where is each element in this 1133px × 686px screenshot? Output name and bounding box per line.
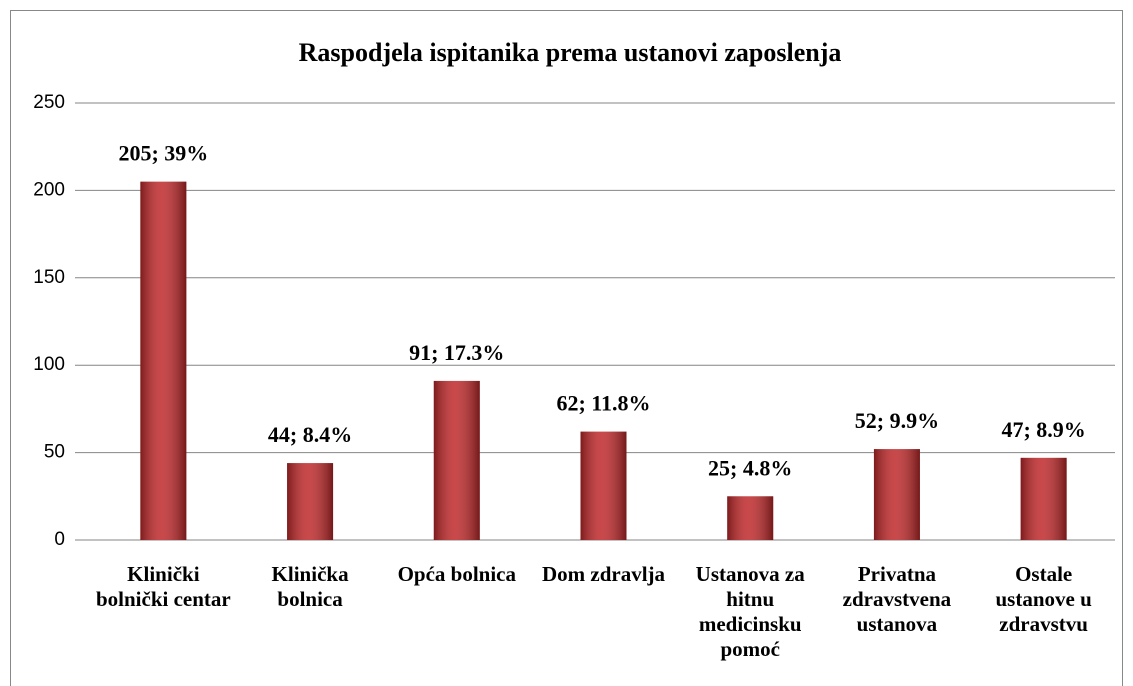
- data-label: 47; 8.9%: [1001, 417, 1085, 442]
- bar: [1020, 457, 1067, 540]
- y-tick-label: 100: [33, 354, 65, 375]
- x-tick-label: Dom zdravlja: [542, 562, 666, 586]
- bar: [580, 431, 627, 540]
- x-tick-label: Ustanova za hitnu medicinsku pomoć: [696, 562, 806, 661]
- bar: [727, 496, 774, 540]
- y-tick-label: 50: [44, 442, 65, 463]
- data-label: 52; 9.9%: [855, 408, 939, 433]
- x-tick-label: Privatna zdravstvena ustanova: [843, 562, 952, 636]
- bar: [140, 181, 187, 540]
- y-tick-label: 250: [33, 92, 65, 113]
- bar: [873, 449, 920, 540]
- chart-title: Raspodjela ispitanika prema ustanovi zap…: [299, 38, 842, 67]
- y-tick-label: 200: [33, 179, 65, 200]
- data-label: 91; 17.3%: [409, 340, 504, 365]
- bar: [287, 463, 334, 540]
- x-tick-label: Klinički bolnički centar: [96, 562, 231, 611]
- x-tick-label: Ostale ustanove u zdravstvu: [996, 562, 1093, 636]
- data-label: 205; 39%: [118, 141, 208, 166]
- bar: [433, 380, 480, 540]
- chart-border: [10, 10, 1123, 686]
- y-tick-label: 150: [33, 267, 65, 288]
- x-tick-label: Klinička bolnica: [272, 562, 350, 611]
- data-label: 44; 8.4%: [268, 422, 352, 447]
- data-label: 25; 4.8%: [708, 455, 792, 480]
- data-label: 62; 11.8%: [556, 391, 650, 416]
- x-tick-label: Opća bolnica: [398, 562, 517, 586]
- y-tick-label: 0: [54, 529, 65, 550]
